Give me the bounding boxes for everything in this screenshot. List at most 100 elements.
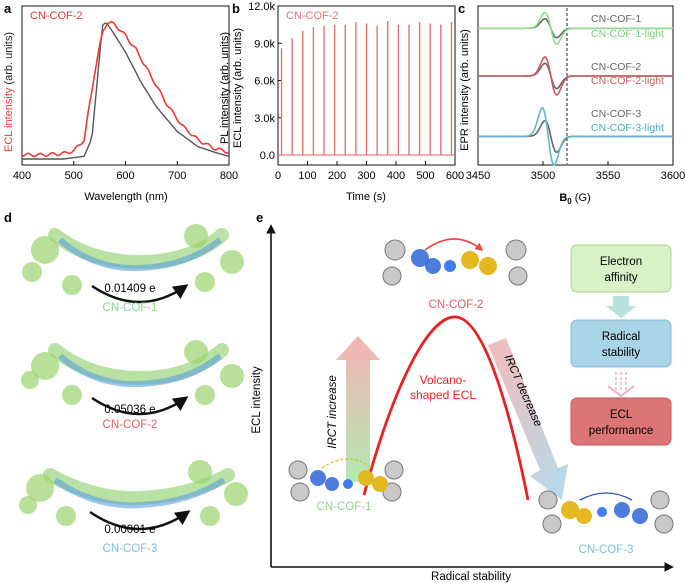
charge-value: 0.01409 e bbox=[104, 283, 155, 295]
series-b-peaks bbox=[278, 20, 455, 156]
ylabel-a: ECL intensity (arb. units) bbox=[3, 32, 15, 152]
legend-b: CN-COF-2 bbox=[286, 10, 339, 22]
xtick-label-b: 500 bbox=[416, 170, 434, 182]
charge-value: 0.00001 e bbox=[104, 524, 155, 536]
volcano-curve bbox=[362, 315, 530, 501]
molecule-cn-cof-3: 0.00001 e CN-COF-3 bbox=[19, 460, 248, 555]
panel-d: d 0.01409 e CN-COF-1 bbox=[4, 210, 248, 555]
legend-a: CN-COF-2 bbox=[30, 10, 83, 22]
xtick-label-c: 3450 bbox=[466, 170, 490, 182]
xtick-label-a: 500 bbox=[65, 170, 83, 182]
charge-transfer-arrow bbox=[89, 510, 191, 531]
legend-c-3: CN-COF-3 bbox=[591, 108, 641, 120]
plot-frame-c bbox=[477, 5, 674, 166]
xtick-label-b: 600 bbox=[446, 170, 464, 182]
plot-frame-a bbox=[21, 5, 230, 166]
molecule-cn-cof-2: 0.05036 e CN-COF-2 bbox=[21, 340, 244, 431]
box3-line2: performance bbox=[589, 425, 654, 437]
charge-transfer-arrow bbox=[91, 396, 189, 416]
panel-e: e ECL intensity Radical stability IRCT i… bbox=[251, 210, 674, 583]
xtick-label-b: 100 bbox=[298, 170, 316, 182]
flow-arrow-2-head bbox=[607, 385, 635, 397]
box2-line2: stability bbox=[602, 347, 641, 359]
xtick-label-a: 700 bbox=[168, 170, 186, 182]
box-electron-affinity bbox=[570, 244, 672, 293]
xlabel-e: Radical stability bbox=[431, 571, 511, 583]
increase-arrow bbox=[336, 336, 380, 482]
molecule-structure bbox=[19, 460, 248, 526]
molecule-structure bbox=[22, 224, 244, 295]
left-label: CN-COF-1 bbox=[317, 501, 372, 513]
charge-value: 0.05036 e bbox=[104, 404, 155, 416]
series-ecl-line bbox=[21, 21, 230, 158]
xlabel-c-unit: (G) bbox=[572, 192, 591, 204]
xlabel-a: Wavelength (nm) bbox=[84, 191, 167, 203]
cof-name: CN-COF-1 bbox=[103, 302, 158, 314]
legend-c-1: CN-COF-1 bbox=[591, 13, 641, 25]
cof-name: CN-COF-2 bbox=[103, 419, 158, 431]
structure-cn-cof-1: CN-COF-1 bbox=[288, 458, 404, 513]
box2-line1: Radical bbox=[602, 331, 640, 343]
box-ecl-performance bbox=[570, 397, 672, 446]
xlabel-c-main: B bbox=[559, 192, 567, 204]
epr-curves bbox=[478, 11, 673, 166]
ticks-b: 0 100 200 300 400 500 600 0.0 3.0k 6.0k 9.0k 12.0k bbox=[248, 1, 464, 182]
ylabel-b-ecl: ECL intensity (arb. units) bbox=[232, 28, 244, 148]
xtick-label-b: 300 bbox=[357, 170, 375, 182]
box1-line1: Electron bbox=[600, 256, 642, 268]
ytick-label-b: 0.0 bbox=[260, 150, 275, 162]
xtick-label-c: 3600 bbox=[661, 170, 685, 182]
box3-line1: ECL bbox=[610, 409, 633, 421]
volcano-label-1: Volcano- bbox=[420, 373, 467, 387]
right-label: CN-COF-3 bbox=[579, 544, 634, 556]
panel-label-c: c bbox=[458, 1, 465, 16]
xtick-label-c: 3550 bbox=[596, 170, 620, 182]
box1-line2: affinity bbox=[604, 272, 637, 284]
legend-c-3-light: CN-COF-3-light bbox=[591, 122, 664, 134]
xticks-c: 3450 3500 3550 3600 bbox=[466, 161, 685, 182]
epr-curve bbox=[478, 56, 673, 96]
xtick-label-c: 3500 bbox=[531, 170, 555, 182]
ytick-label-b: 9.0k bbox=[254, 38, 275, 50]
flow-arrow-1 bbox=[606, 296, 636, 318]
top-label: CN-COF-2 bbox=[429, 299, 484, 311]
xticks-a: 400 500 600 700 800 bbox=[13, 161, 238, 182]
ylabel-a-ecl: ECL intensity bbox=[3, 87, 15, 152]
charge-transfer-arrow bbox=[91, 284, 189, 304]
panel-a: a CN-COF-2 ECL intensity (arb. units) Wa… bbox=[3, 1, 238, 203]
ylabel-e: ECL intensity bbox=[251, 366, 263, 434]
ytick-label-b: 6.0k bbox=[254, 76, 275, 88]
legend-c-2: CN-COF-2 bbox=[591, 61, 641, 73]
ytick-label-b: 12.0k bbox=[248, 1, 275, 13]
molecule-cn-cof-1: 0.01409 e CN-COF-1 bbox=[22, 224, 244, 314]
xtick-label-b: 400 bbox=[387, 170, 405, 182]
molecule-structure bbox=[21, 340, 244, 405]
xtick-label-a: 600 bbox=[116, 170, 134, 182]
cof-name: CN-COF-3 bbox=[103, 543, 158, 555]
xtick-label-a: 800 bbox=[220, 170, 238, 182]
epr-curve bbox=[478, 11, 673, 45]
structure-cn-cof-3: CN-COF-3 bbox=[538, 490, 674, 556]
panel-label-d: d bbox=[4, 210, 12, 225]
panel-b: b CN-COF-2 PL intensity (arb. units) ECL… bbox=[219, 1, 464, 203]
xlabel-c: B0 (G) bbox=[559, 192, 590, 206]
legend-c-1-light: CN-COF-1-light bbox=[591, 28, 664, 40]
ylabel-b-pl: PL intensity (arb. units) bbox=[219, 32, 231, 144]
xtick-label-a: 400 bbox=[13, 170, 31, 182]
xtick-label-b: 200 bbox=[328, 170, 346, 182]
panel-label-e: e bbox=[256, 210, 263, 225]
xlabel-c-sub: 0 bbox=[567, 197, 572, 206]
irct-increase-label: IRCT increase bbox=[327, 375, 339, 449]
box-radical-stability bbox=[570, 319, 672, 368]
panel-c: c EPR intensity (arb. units) B0 (G) 3450… bbox=[458, 1, 685, 206]
panel-label-a: a bbox=[4, 1, 12, 16]
ylabel-a-unit: (arb. units) bbox=[3, 32, 15, 88]
ylabel-c: EPR intensity (arb. units) bbox=[459, 29, 471, 151]
structure-cn-cof-2: CN-COF-2 bbox=[382, 238, 528, 311]
volcano-label-2: shaped ECL bbox=[410, 388, 476, 402]
ytick-label-b: 3.0k bbox=[254, 113, 275, 125]
xtick-label-b: 0 bbox=[275, 170, 281, 182]
xlabel-b: Time (s) bbox=[346, 191, 386, 203]
legend-c-2-light: CN-COF-2-light bbox=[591, 75, 664, 87]
